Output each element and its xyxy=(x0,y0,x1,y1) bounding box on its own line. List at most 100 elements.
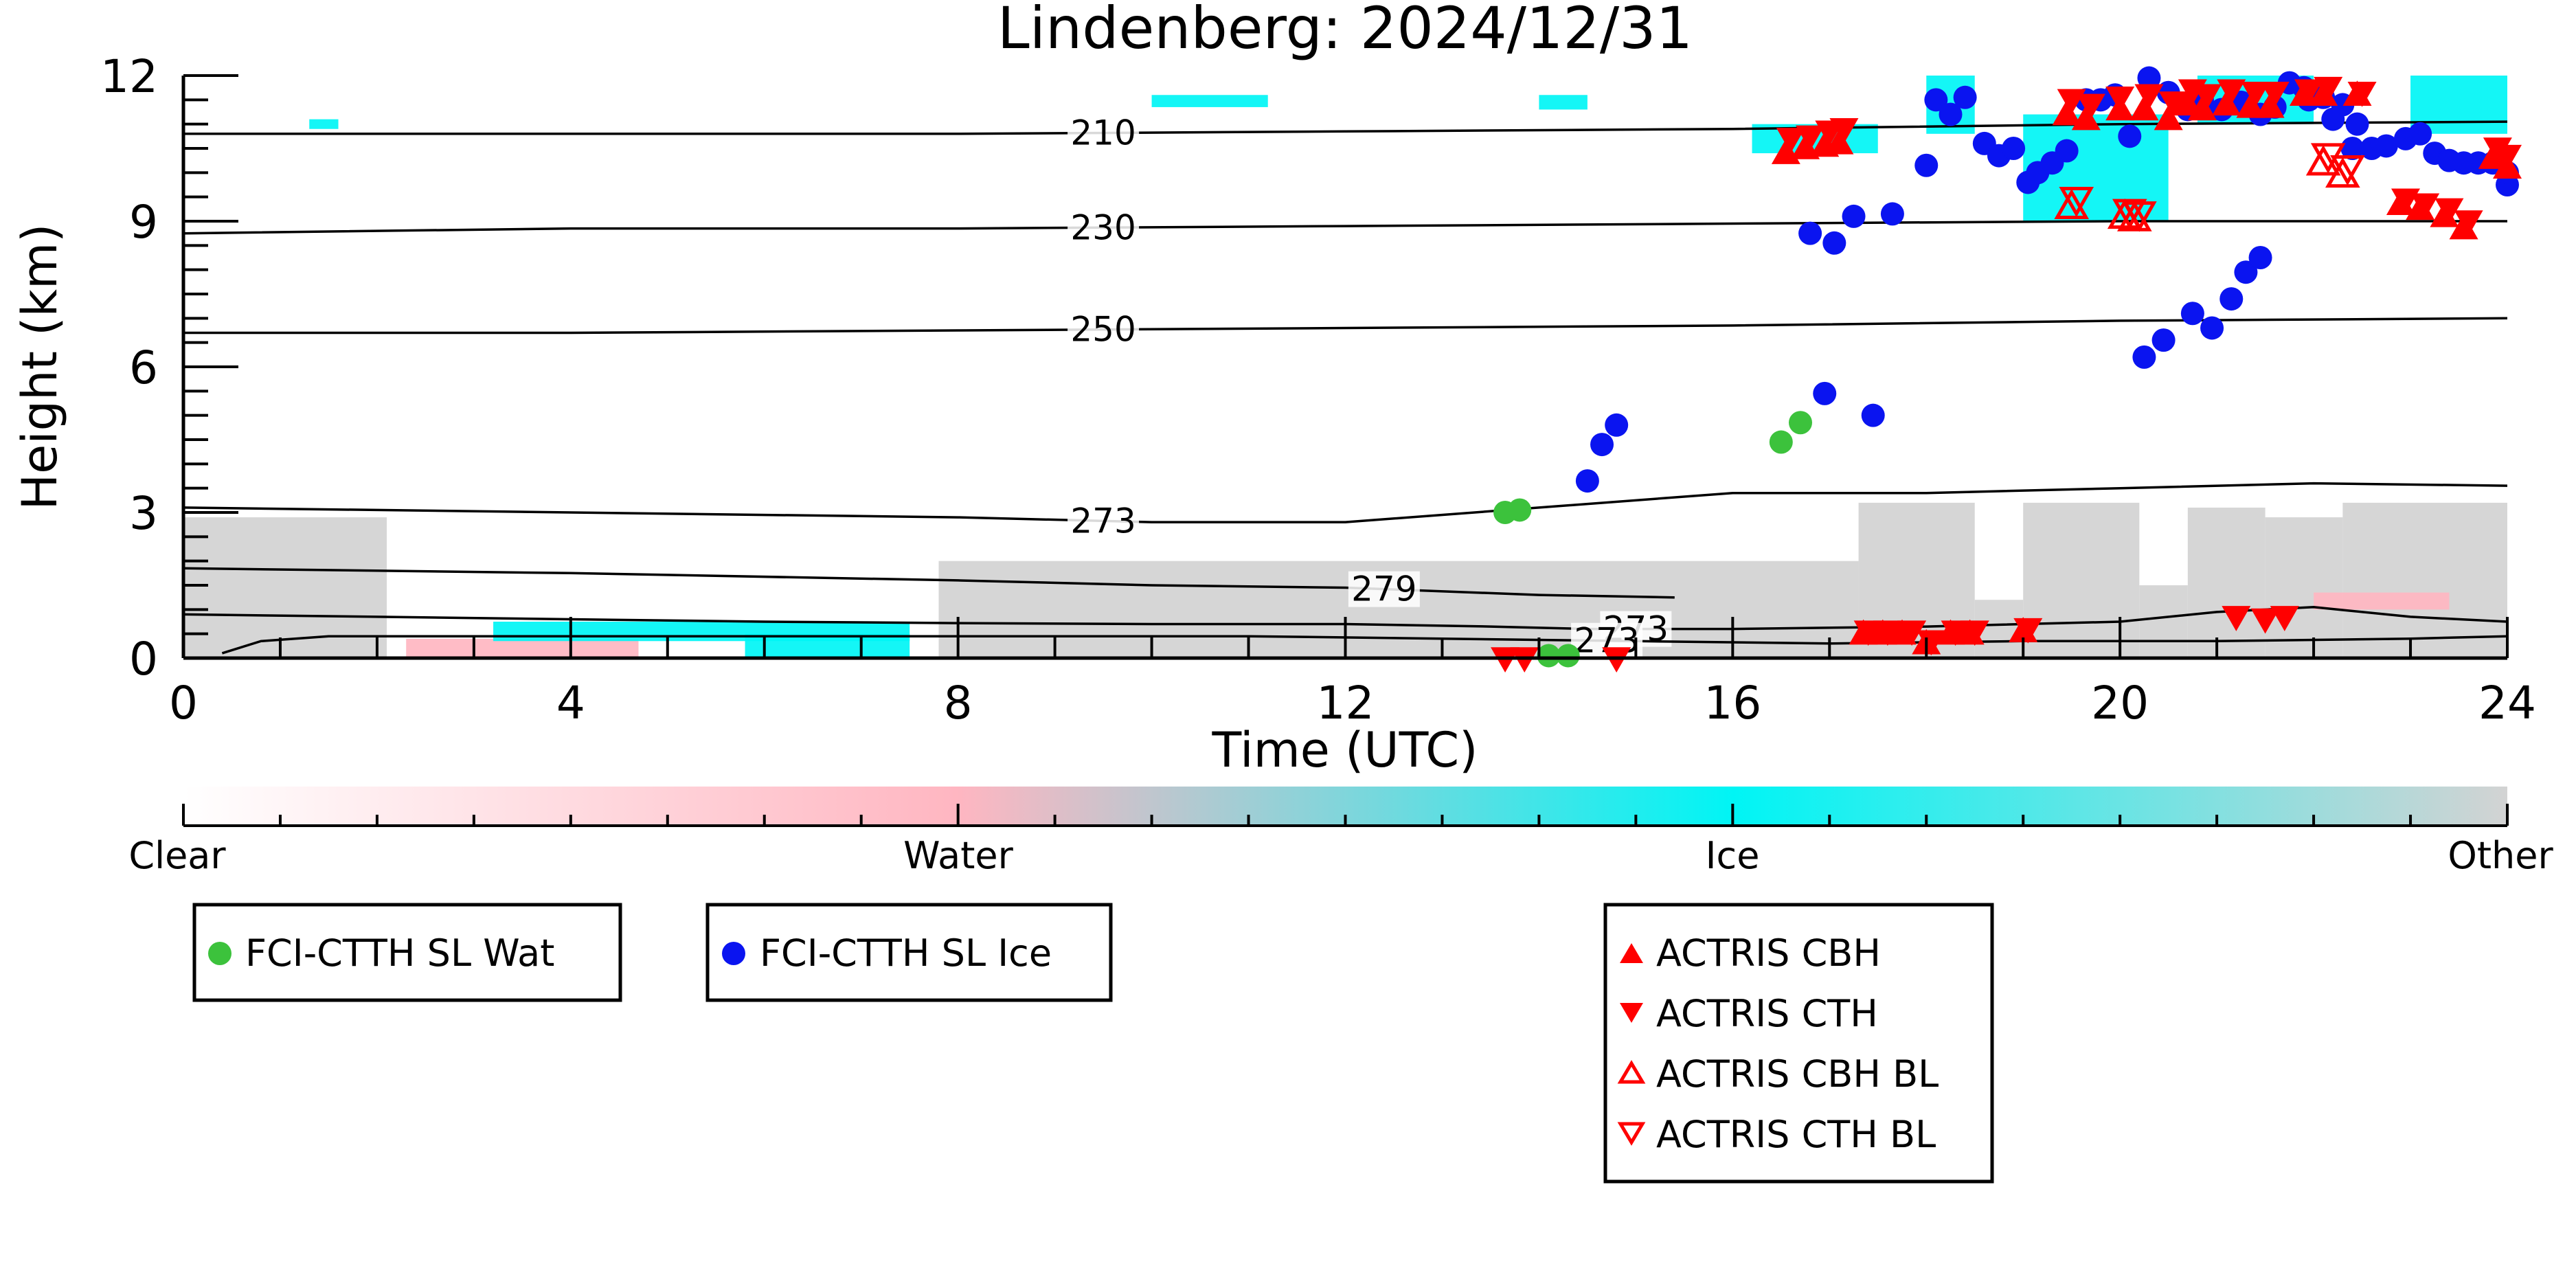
data-point-cth xyxy=(2270,606,2299,631)
legend-marker-ice xyxy=(722,942,745,965)
data-point-cth xyxy=(2314,76,2343,102)
data-point-wat xyxy=(1537,644,1561,668)
data-point-cth xyxy=(2158,91,2188,117)
data-point-cbh xyxy=(1824,128,1854,155)
legend-frame xyxy=(192,903,622,1002)
legend-marker-cbh xyxy=(1620,943,1643,963)
data-point-cth xyxy=(2493,144,2522,170)
colorbar-label-clear: Clear xyxy=(128,834,226,877)
ice-region xyxy=(1539,95,1588,110)
data-point-ice xyxy=(1605,413,1629,437)
data-point-wat xyxy=(1789,411,1813,435)
other-region xyxy=(2187,507,2266,658)
data-point-ice xyxy=(2234,260,2258,284)
legend-label-cbh: ACTRIS CBH xyxy=(1656,931,1881,975)
x-tick-label: 4 xyxy=(556,677,585,730)
data-point-cth xyxy=(2134,84,2164,110)
data-point-cth xyxy=(2410,193,2440,219)
isotherm-line xyxy=(183,317,2507,335)
isotherm-line xyxy=(221,635,2507,655)
data-point-cth xyxy=(2294,79,2324,105)
other-region xyxy=(2265,517,2343,658)
data-point-cbh xyxy=(2478,144,2507,169)
x-tick-label: 16 xyxy=(1704,677,1761,730)
data-point-ice xyxy=(2374,134,2398,158)
x-ticks: 0 4 8 12 16 20 24 xyxy=(169,617,2536,730)
legend-label-cbh-bl: ACTRIS CBH BL xyxy=(1656,1052,1939,1096)
data-point-cbh xyxy=(2052,100,2081,126)
data-point-ice xyxy=(1575,469,1599,493)
isotherm-label-bg xyxy=(1348,571,1420,607)
isotherm-label: 230 xyxy=(1070,207,1136,247)
data-point-ice xyxy=(1798,221,1822,245)
data-point-cth xyxy=(2434,198,2464,224)
legend-box-ice: FCI-CTTH SL Ice xyxy=(705,903,1113,1002)
legend-frame xyxy=(705,903,1113,1002)
data-point-ice xyxy=(1953,85,1977,109)
colorbar-ticks xyxy=(182,804,2509,826)
water-region xyxy=(2314,592,2450,610)
data-point-ice xyxy=(2345,112,2369,136)
data-point-cth xyxy=(2013,618,2043,644)
data-point-ice xyxy=(2200,316,2224,340)
data-point-cth xyxy=(1829,117,1859,144)
cloud-classification-background xyxy=(183,76,2507,658)
data-point-cbh xyxy=(2187,95,2217,121)
data-point-cbh xyxy=(2236,92,2266,118)
isotherm-label-bg xyxy=(1067,115,1140,151)
data-point-wat xyxy=(1556,644,1580,668)
data-point-cth xyxy=(1917,630,1946,656)
data-point-cth xyxy=(1510,647,1539,673)
other-region xyxy=(2023,502,2140,658)
legend-box-wat: FCI-CTTH SL Wat xyxy=(192,903,622,1002)
data-point-ice xyxy=(2340,137,2364,160)
data-point-cth xyxy=(1602,647,1631,673)
isotherm-label-bg xyxy=(1067,311,1140,348)
data-point-cth xyxy=(2250,608,2280,634)
isotherm-line xyxy=(183,567,1675,599)
legend-label-cth: ACTRIS CTH xyxy=(1656,992,1878,1035)
colorbar-label-ice: Ice xyxy=(1706,834,1760,877)
data-point-cbh xyxy=(2255,92,2285,118)
water-region xyxy=(406,638,639,658)
data-point-ice xyxy=(2151,328,2176,352)
data-point-ice xyxy=(2118,124,2142,148)
y-tick-label: 0 xyxy=(129,633,158,686)
x-tick-label: 0 xyxy=(169,677,198,730)
ice-region xyxy=(1151,95,1268,107)
data-point-cth xyxy=(2105,87,2135,112)
data-point-ice xyxy=(2137,66,2161,90)
data-point-ice xyxy=(2408,122,2432,146)
data-point-ice xyxy=(2055,139,2079,163)
other-region xyxy=(183,517,387,658)
data-point-cth xyxy=(1960,620,1989,646)
data-point-cth xyxy=(1873,620,1902,646)
data-point-cth xyxy=(1796,125,1825,151)
legend-marker-cth xyxy=(1620,1003,1643,1023)
x-tick-label: 12 xyxy=(1317,677,1375,730)
data-point-ice xyxy=(2321,107,2345,131)
isotherm-contours: 210230250273279273273 xyxy=(183,113,2507,658)
observation-markers xyxy=(1491,66,2522,673)
legend-label-ice: FCI-CTTH SL Ice xyxy=(760,931,1052,975)
data-point-cbh xyxy=(2154,104,2183,131)
data-point-ice xyxy=(1914,153,1939,177)
data-point-cth xyxy=(1941,620,1970,646)
data-point-ice xyxy=(2219,287,2244,311)
data-point-cth xyxy=(2347,81,2377,107)
data-point-wat xyxy=(1508,498,1532,522)
data-point-cth-bl xyxy=(2112,199,2147,229)
data-point-ice xyxy=(1939,102,1963,126)
isotherm-label: 210 xyxy=(1070,113,1136,152)
data-point-cbh xyxy=(2129,95,2159,121)
data-point-ice xyxy=(1822,231,1846,255)
data-point-cbh-bl xyxy=(2054,188,2089,220)
legend-box-actris: ACTRIS CBH ACTRIS CTH ACTRIS CBH BL ACTR… xyxy=(1603,903,1994,1184)
y-axis-label: Height (km) xyxy=(12,224,68,510)
isotherm-label: 273 xyxy=(1070,501,1136,541)
data-point-ice xyxy=(1813,381,1837,405)
legend-label-cth-bl: ACTRIS CTH BL xyxy=(1656,1113,1936,1156)
ice-region xyxy=(309,119,339,129)
data-point-cbh-bl xyxy=(2117,201,2152,231)
